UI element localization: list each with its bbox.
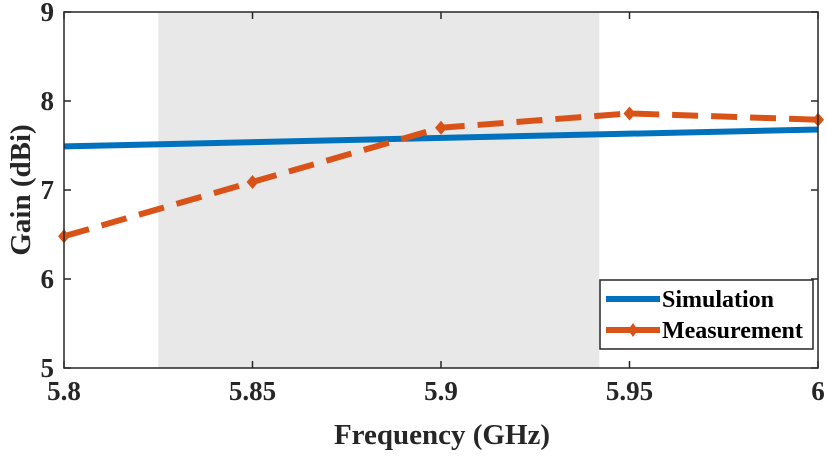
ticks-layer: 5.8 5.85 5.9 5.95 6 5 6 7 8 9 [41,0,825,406]
y-tick-label: 7 [41,175,55,205]
y-tick-label: 6 [41,264,55,294]
measurement-point [435,120,447,135]
measurement-point [623,106,636,121]
x-tick-label: 5.85 [229,376,276,406]
y-axis-label: Gain (dBi) [5,124,37,255]
y-tick-label: 9 [41,0,55,27]
legend-measurement-label: Measurement [662,318,803,344]
legend-box [599,279,814,350]
x-tick-label: 5.8 [47,376,81,406]
x-axis-label: Frequency (GHz) [334,419,550,451]
x-tick-label: 5.95 [606,376,653,406]
y-tick-label: 5 [41,353,55,383]
legend-measurement-marker [628,323,638,337]
x-tick-label: 5.9 [424,376,458,406]
x-tick-label: 6 [811,376,825,406]
legend: Simulation Measurement [599,279,814,350]
y-tick-label: 8 [41,86,55,116]
simulation-line [63,126,819,150]
measurement-point [246,174,259,189]
legend-simulation-label: Simulation [662,287,774,313]
